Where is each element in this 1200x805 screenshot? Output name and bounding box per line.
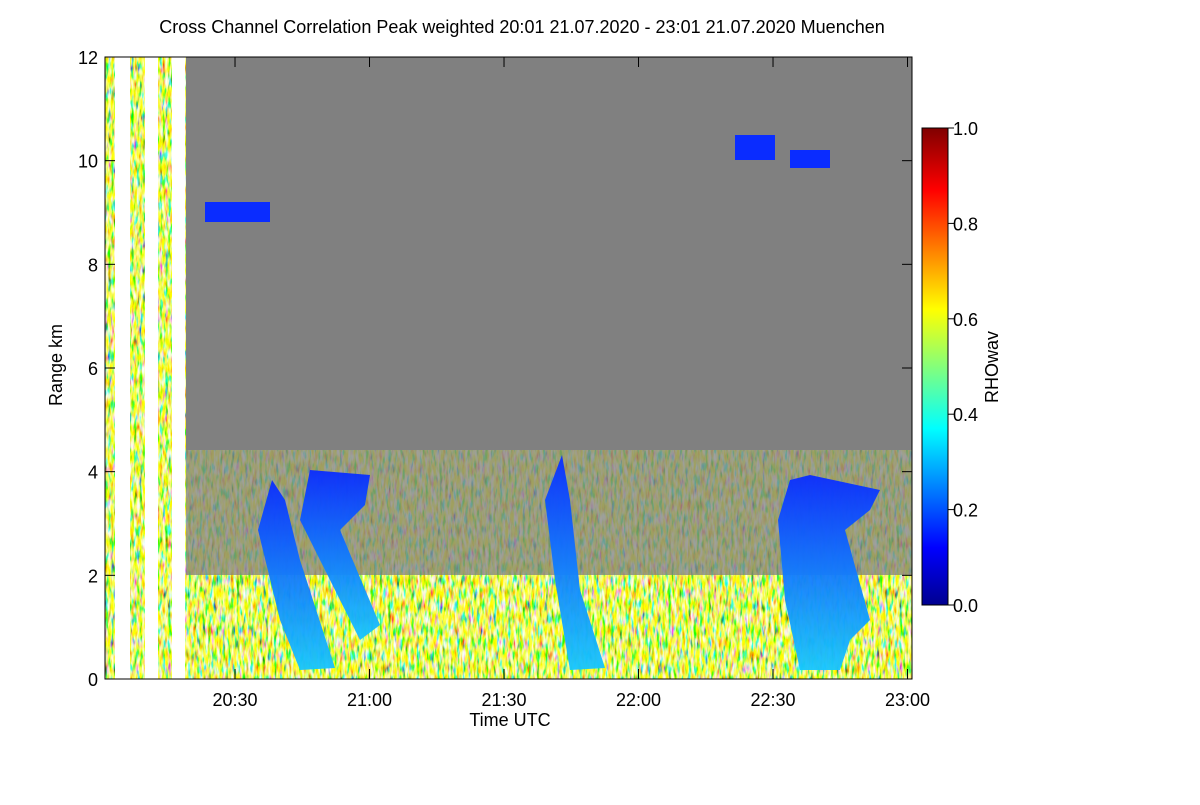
y-tick-label: 12 [78,48,98,68]
colorbar-tick-label: 0.4 [953,405,978,425]
y-tick-label: 8 [88,255,98,275]
chart-title: Cross Channel Correlation Peak weighted … [159,17,885,37]
colorbar [921,127,949,606]
colorbar-label: RHOwav [982,331,1002,403]
colorbar-tick-label: 0.2 [953,501,978,521]
y-tick-label: 4 [88,463,98,483]
x-tick-label: 22:00 [616,690,661,710]
colorbar-tick-label: 0.6 [953,310,978,330]
x-tick-label: 20:30 [212,690,257,710]
x-tick-label: 21:00 [347,690,392,710]
y-tick-label: 6 [88,359,98,379]
y-tick-label: 10 [78,152,98,172]
x-tick-label: 23:00 [885,690,930,710]
y-axis-label: Range km [46,324,66,406]
x-tick-label: 21:30 [481,690,526,710]
colorbar-tick-label: 1.0 [953,119,978,139]
x-axis-label: Time UTC [469,710,550,730]
heatmap-image [105,57,912,679]
y-tick-label: 0 [88,670,98,690]
x-tick-label: 22:30 [750,690,795,710]
y-tick-label: 2 [88,566,98,586]
colorbar-tick-label: 0.0 [953,596,978,616]
colorbar-tick-label: 0.8 [953,214,978,234]
